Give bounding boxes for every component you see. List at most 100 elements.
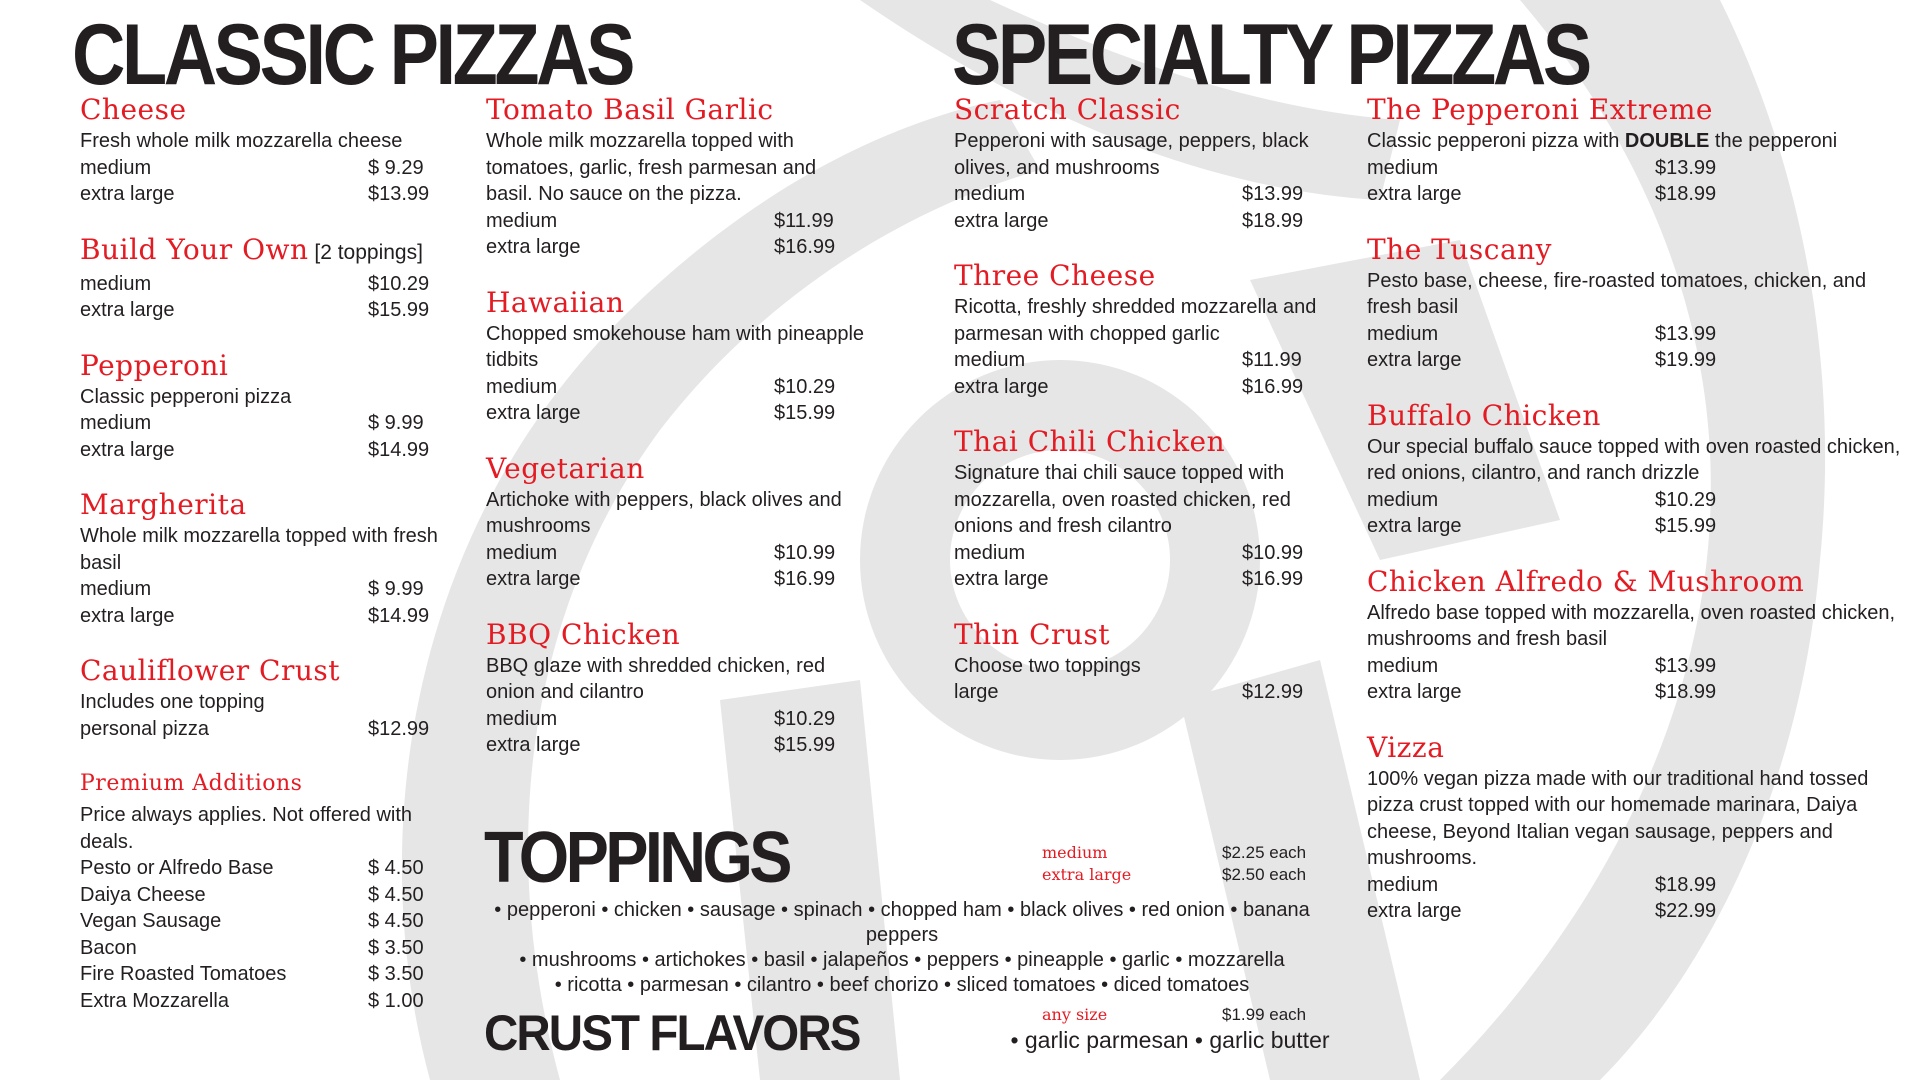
description-part: DOUBLE — [1624, 130, 1710, 152]
menu-item: BBQ Chicken BBQ glaze with shredded chick… — [486, 617, 866, 759]
size-label: extra large — [954, 375, 1049, 398]
price-value: $19.99 — [1655, 349, 1717, 371]
price-value: $10.99 — [774, 541, 836, 564]
item-description: Signature thai chili sauce topped with m… — [954, 462, 1291, 537]
specialty-pizzas-heading: SPECIALTY PIZZAS — [952, 7, 1592, 103]
menu-item: Pepperoni Classic pepperoni pizza medium $ … — [80, 348, 460, 464]
item-title: Buffalo Chicken — [1367, 398, 1601, 432]
menu-item: Cauliflower Crust Includes one topping per… — [80, 653, 460, 742]
item-title: Pepperoni — [80, 348, 229, 382]
size-label: extra large — [1367, 900, 1462, 922]
size-label: Daiya Cheese — [80, 883, 206, 906]
price-value: $18.99 — [1655, 873, 1717, 896]
menu-column-1: Cheese Fresh whole milk mozzarella cheese… — [80, 92, 460, 1038]
price-row: any size $1.99 each — [1042, 1004, 1306, 1026]
item-description: Classic pepperoni pizza — [80, 385, 292, 408]
price-row: extra large $13.99 — [80, 181, 460, 208]
item-title: The Tuscany — [1367, 232, 1552, 266]
size-label: extra large — [80, 299, 175, 321]
menu-item: Chicken Alfredo & Mushroom Alfredo base t… — [1367, 564, 1907, 706]
price-value: $ 9.99 — [368, 412, 424, 434]
price-row: medium $13.99 — [1367, 155, 1907, 182]
price-value: $14.99 — [368, 604, 430, 627]
price-value: $18.99 — [1242, 209, 1304, 232]
menu-item: The Pepperoni Extreme Classic pepperoni p… — [1367, 92, 1907, 208]
price-value: $ 9.99 — [368, 578, 424, 600]
price-row: extra large $14.99 — [80, 603, 460, 630]
size-label: medium — [1367, 654, 1439, 677]
price-row: medium $11.99 — [486, 208, 866, 235]
item-description: Price always applies. Not offered with d… — [80, 804, 413, 853]
price-value: $10.29 — [1655, 488, 1717, 511]
price-row: extra large $19.99 — [1367, 347, 1907, 374]
price-row: Extra Mozzarella $ 1.00 — [80, 988, 460, 1015]
item-title-note: [2 toppings] — [308, 240, 423, 264]
toppings-heading: TOPPINGS — [484, 818, 792, 898]
size-label: Vegan Sausage — [80, 910, 222, 932]
size-label: Extra Mozzarella — [80, 989, 229, 1012]
size-label: extra large — [486, 402, 581, 424]
price-value: $1.99 each — [1222, 1005, 1307, 1024]
size-label: extra large — [954, 568, 1049, 590]
menu-item: Thai Chili Chicken Signature thai chili s… — [954, 424, 1334, 593]
price-value: $16.99 — [774, 236, 836, 258]
price-row: Pesto or Alfredo Base $ 4.50 — [80, 855, 460, 882]
price-row: extra large $18.99 — [1367, 181, 1907, 208]
description-part: Classic pepperoni pizza with — [1367, 130, 1625, 152]
price-row: medium $10.29 — [486, 706, 866, 733]
size-label: extra large — [1367, 515, 1462, 537]
price-row: extra large $14.99 — [80, 437, 460, 464]
price-value: $ 4.50 — [368, 857, 424, 879]
size-label: any size — [1042, 1005, 1108, 1024]
toppings-list: • pepperoni • chicken • sausage • spinac… — [462, 898, 1342, 998]
size-label: extra large — [1367, 349, 1462, 371]
item-description: Choose two toppings — [954, 654, 1141, 677]
size-label: medium — [486, 541, 558, 564]
size-label: extra large — [954, 209, 1049, 232]
size-label: medium — [954, 541, 1026, 564]
menu-item: Hawaiian Chopped smokehouse ham with pine… — [486, 285, 866, 427]
price-row: extra large $2.50 each — [1042, 864, 1306, 886]
size-label: extra large — [80, 438, 175, 461]
price-value: $13.99 — [1655, 654, 1717, 677]
price-row: extra large $15.99 — [486, 732, 866, 759]
price-row: Daiya Cheese $ 4.50 — [80, 882, 460, 909]
size-label: medium — [80, 272, 152, 295]
size-label: medium — [80, 156, 152, 179]
item-description: 100% vegan pizza made with our tradition… — [1367, 767, 1869, 870]
price-value: $11.99 — [1242, 349, 1302, 371]
menu-item: Premium Additions Price always applies. N… — [80, 766, 460, 1014]
price-value: $15.99 — [774, 734, 836, 756]
size-label: medium — [486, 375, 558, 398]
item-title: Three Cheese — [954, 259, 1156, 292]
size-label: Bacon — [80, 936, 137, 959]
item-description: Includes one topping — [80, 691, 265, 713]
price-row: medium $10.99 — [954, 540, 1334, 567]
price-value: $22.99 — [1655, 900, 1717, 922]
price-value: $10.29 — [368, 272, 430, 295]
item-title: The Pepperoni Extreme — [1367, 93, 1713, 126]
price-row: extra large $15.99 — [486, 400, 866, 427]
price-row: extra large $16.99 — [486, 234, 866, 261]
price-row: medium $13.99 — [954, 181, 1334, 208]
item-title: Thin Crust — [954, 617, 1111, 651]
item-description: Our special buffalo sauce topped with ov… — [1367, 435, 1901, 485]
item-title: Cauliflower Crust — [80, 654, 341, 687]
price-row: extra large $16.99 — [954, 374, 1334, 401]
item-description: Chopped smokehouse ham with pineapple ti… — [486, 322, 865, 372]
item-title: Premium Additions — [80, 771, 303, 796]
size-label: medium — [486, 707, 558, 730]
size-label: medium — [80, 578, 152, 600]
price-value: $12.99 — [368, 717, 430, 740]
price-value: $15.99 — [1655, 515, 1717, 537]
price-row: medium $2.25 each — [1042, 842, 1306, 864]
size-label: medium — [1367, 156, 1439, 179]
item-description: Whole milk mozzarella topped with tomato… — [486, 130, 817, 205]
classic-pizzas-heading: CLASSIC PIZZAS — [72, 7, 635, 103]
menu-column-2: Tomato Basil Garlic Whole milk mozzarella… — [486, 92, 866, 783]
crust-flavors-list: • garlic parmesan • garlic butter — [1010, 1027, 1330, 1053]
price-value: $16.99 — [1242, 375, 1304, 398]
price-row: extra large $18.99 — [954, 208, 1334, 235]
item-title: BBQ Chicken — [486, 617, 681, 651]
price-row: extra large $15.99 — [80, 297, 460, 324]
